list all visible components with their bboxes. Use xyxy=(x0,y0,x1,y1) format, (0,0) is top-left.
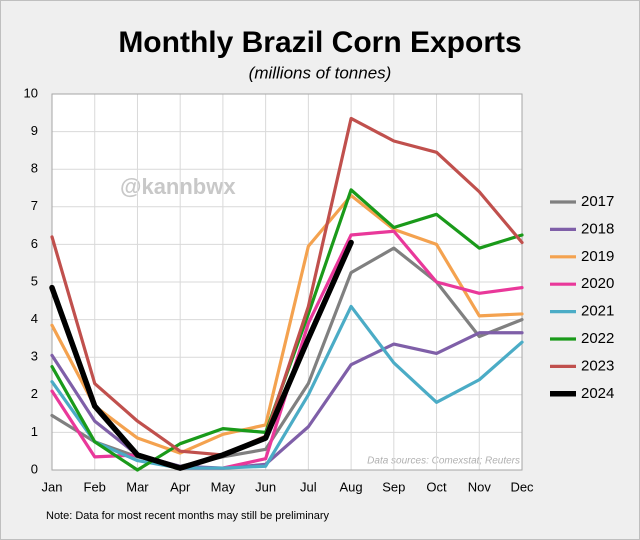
y-tick-label: 0 xyxy=(31,461,38,476)
x-tick-label: Aug xyxy=(340,479,363,494)
y-tick-label: 7 xyxy=(31,198,38,213)
y-tick-label: 3 xyxy=(31,349,38,364)
x-tick-label: Jun xyxy=(255,479,276,494)
legend-label: 2023 xyxy=(581,357,614,374)
x-tick-label: Apr xyxy=(170,479,191,494)
legend-label: 2017 xyxy=(581,193,614,210)
y-tick-label: 4 xyxy=(31,311,38,326)
x-tick-label: Nov xyxy=(468,479,492,494)
legend-label: 2024 xyxy=(581,385,614,402)
series-line xyxy=(49,239,354,471)
x-tick-label: Jan xyxy=(42,479,63,494)
x-tick-label: Mar xyxy=(126,479,149,494)
source-note: Data sources: Comexstat; Reuters xyxy=(367,456,520,467)
x-tick-label: Dec xyxy=(510,479,534,494)
x-tick-label: May xyxy=(211,479,236,494)
y-tick-label: 2 xyxy=(31,386,38,401)
legend-label: 2020 xyxy=(581,275,614,292)
y-tick-label: 5 xyxy=(31,273,38,288)
y-tick-label: 8 xyxy=(31,161,38,176)
legend-label: 2018 xyxy=(581,220,614,237)
legend-label: 2022 xyxy=(581,330,614,347)
plot-border xyxy=(51,93,523,471)
series-line xyxy=(50,193,524,455)
y-tick-label: 10 xyxy=(24,85,38,100)
x-tick-label: Feb xyxy=(84,479,106,494)
y-tick-label: 1 xyxy=(31,424,38,439)
chart-subtitle: (millions of tonnes) xyxy=(249,63,392,82)
series-line xyxy=(50,116,524,457)
series-line xyxy=(50,304,524,470)
legend-label: 2019 xyxy=(581,248,614,265)
chart-title: Monthly Brazil Corn Exports xyxy=(118,26,521,59)
y-tick-label: 6 xyxy=(31,236,38,251)
x-tick-label: Oct xyxy=(426,479,447,494)
x-tick-label: Jul xyxy=(300,479,317,494)
footnote: Note: Data for most recent months may st… xyxy=(46,510,330,522)
watermark: @kannbwx xyxy=(120,174,236,199)
x-tick-label: Sep xyxy=(382,479,405,494)
legend-label: 2021 xyxy=(581,303,614,320)
y-tick-label: 9 xyxy=(31,123,38,138)
